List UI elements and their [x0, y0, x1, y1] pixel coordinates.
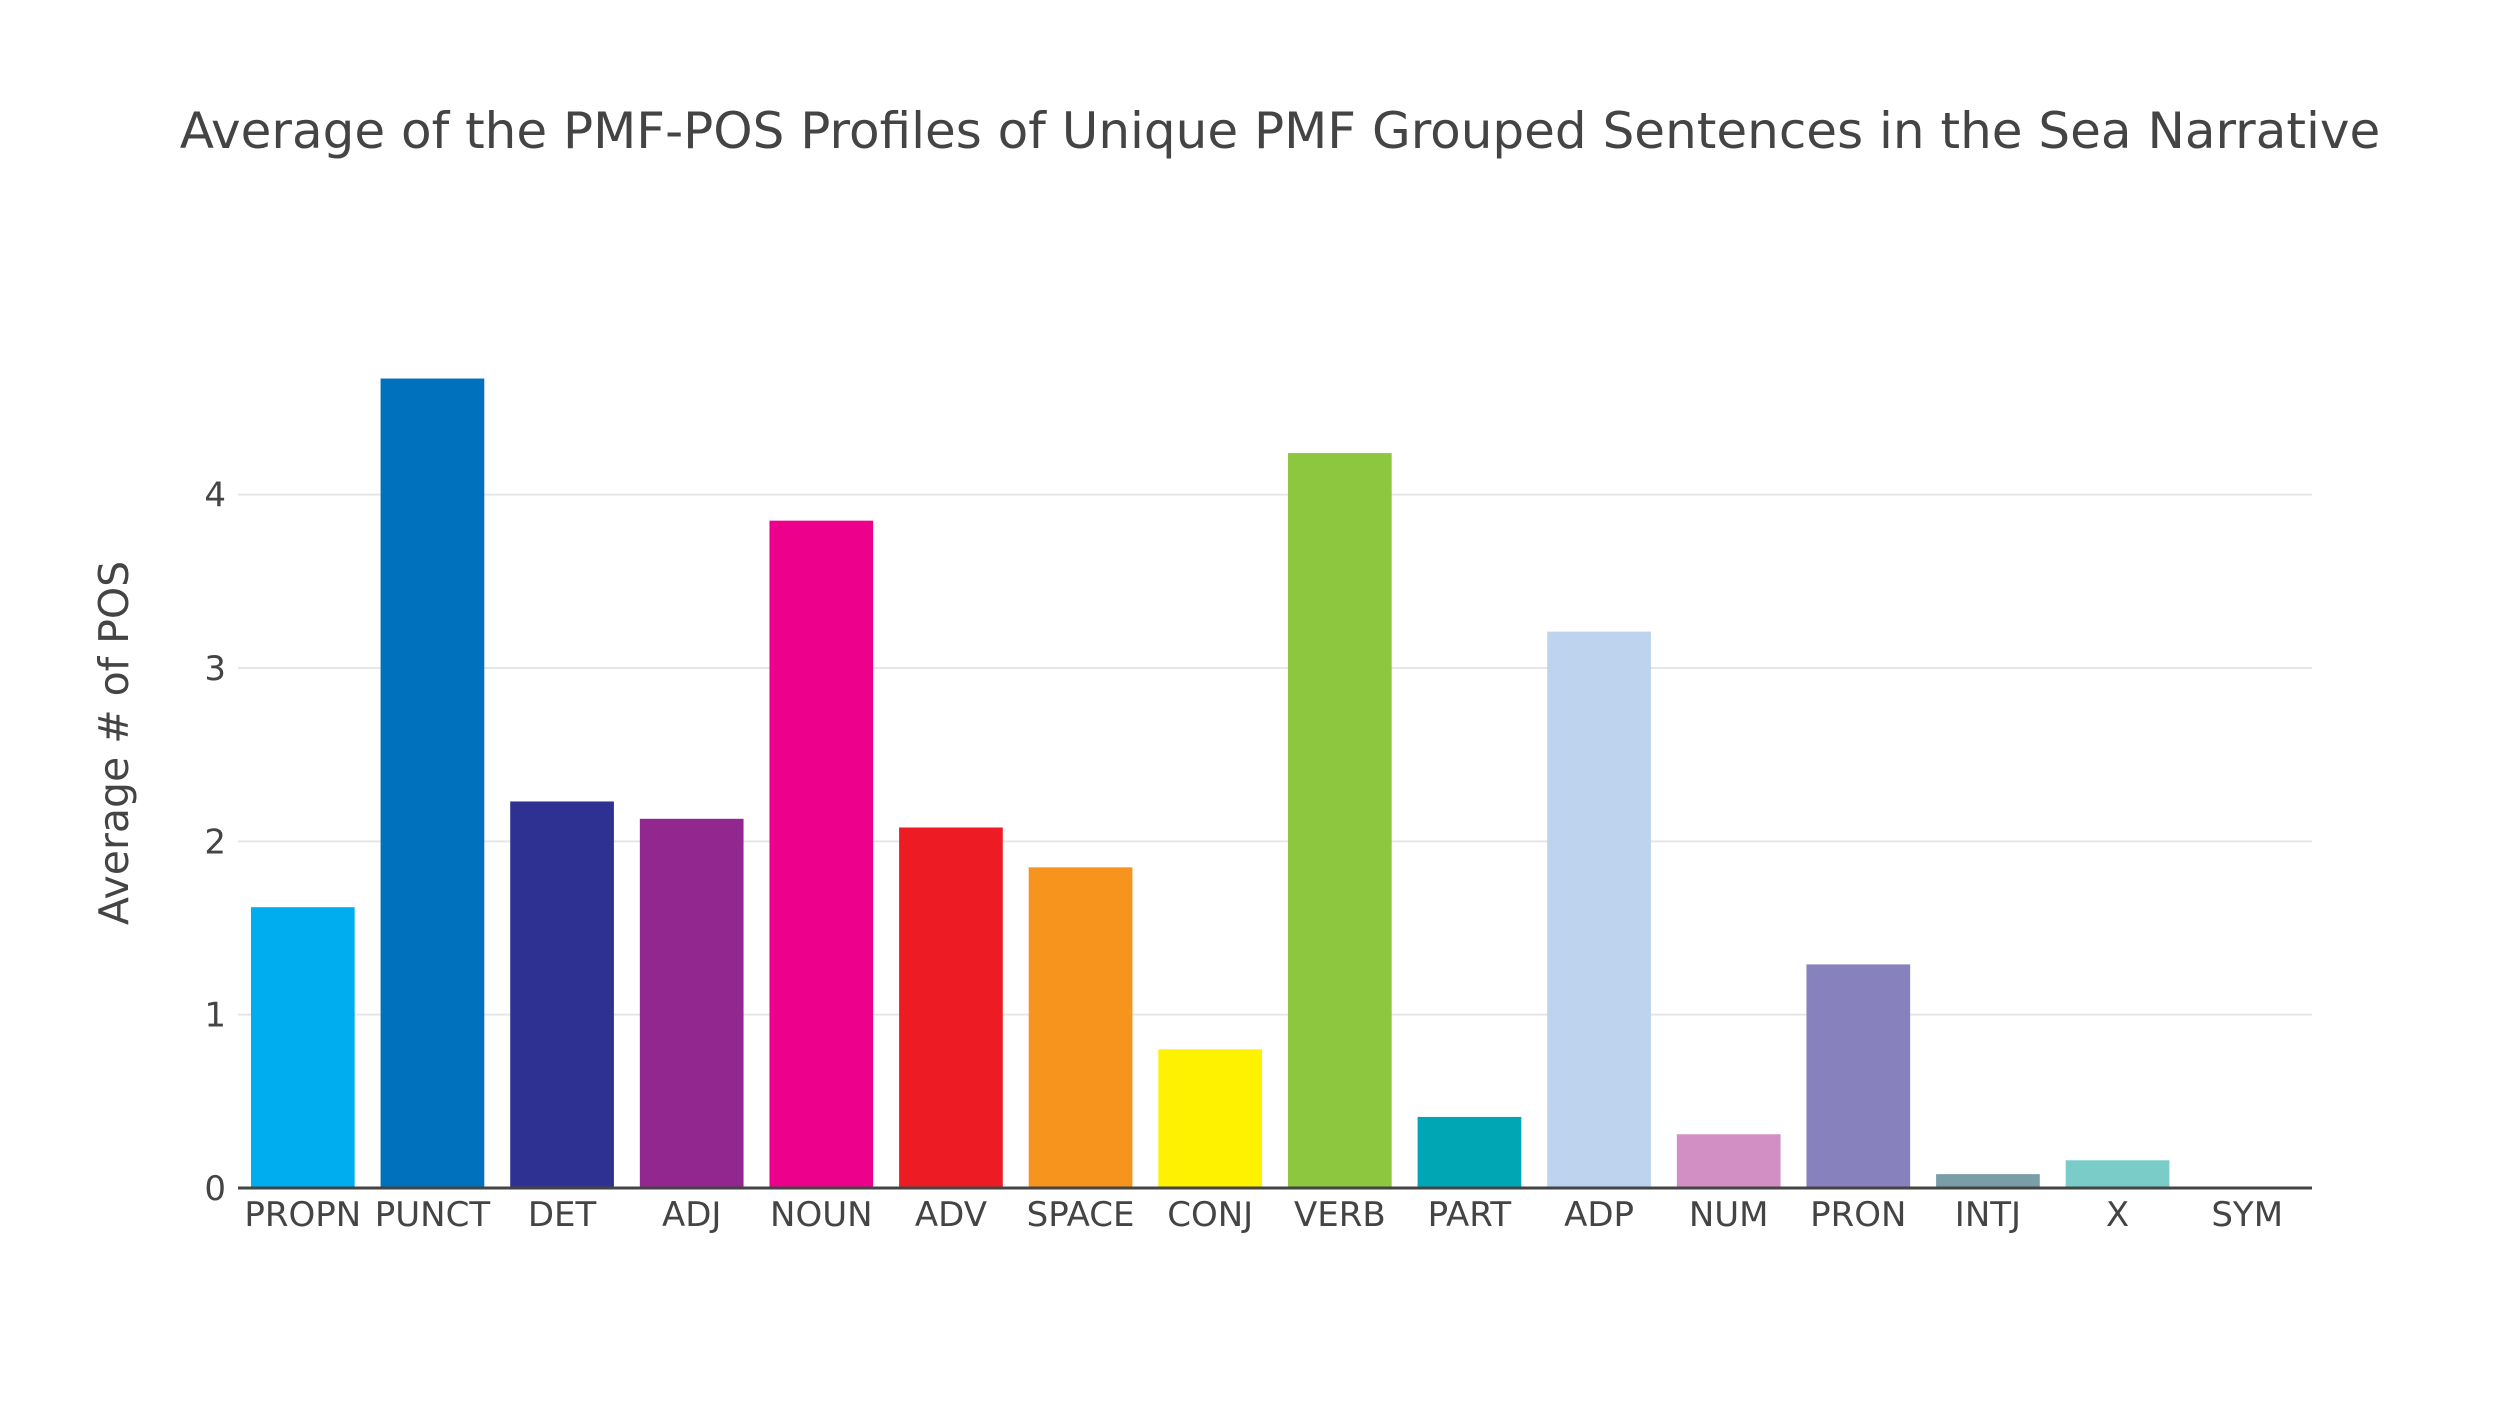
chart-title: Average of the PMF-POS Profiles of Uniqu…: [180, 102, 2380, 160]
bar-x: [2065, 1160, 2170, 1188]
y-axis-label: Average # of POS: [90, 561, 138, 925]
x-tick-label-adp: ADP: [1564, 1195, 1634, 1235]
x-tick-label-det: DET: [528, 1195, 597, 1235]
x-tick-label-noun: NOUN: [770, 1195, 873, 1235]
bar-punct: [380, 378, 485, 1188]
bar-part: [1417, 1116, 1522, 1188]
y-tick-label: 3: [204, 649, 226, 689]
x-tick-label-sym: SYM: [2211, 1195, 2283, 1235]
bar-adv: [899, 827, 1003, 1188]
y-tick-label: 4: [204, 476, 226, 516]
y-tick-labels: 0 1 2 3 4: [204, 476, 226, 1209]
y-tick-label: 2: [204, 822, 226, 862]
y-tick-label: 1: [204, 996, 226, 1036]
x-tick-label-punct: PUNCT: [375, 1195, 491, 1235]
x-tick-label-x: X: [2106, 1195, 2129, 1235]
bar-space: [1028, 867, 1133, 1188]
bar-intj: [1936, 1174, 2040, 1188]
bar-conj: [1158, 1049, 1263, 1188]
bar-adp: [1547, 631, 1651, 1188]
x-tick-label-propn: PROPN: [244, 1195, 361, 1235]
x-tick-label-pron: PRON: [1810, 1195, 1906, 1235]
x-tick-label-adv: ADV: [915, 1195, 987, 1235]
x-tick-label-part: PART: [1428, 1195, 1512, 1235]
x-tick-labels: PROPN PUNCT DET ADJ NOUN ADV SPACE CONJ VERB PART…: [244, 1195, 2283, 1235]
bar-num: [1676, 1134, 1781, 1188]
bar-noun: [769, 520, 874, 1188]
bars: [250, 378, 2170, 1189]
bar-pron: [1806, 964, 1911, 1188]
x-tick-label-verb: VERB: [1294, 1195, 1386, 1235]
y-tick-label: 0: [204, 1169, 226, 1209]
x-tick-label-space: SPACE: [1027, 1195, 1135, 1235]
bar-det: [510, 801, 614, 1188]
x-tick-label-conj: CONJ: [1167, 1195, 1253, 1235]
x-tick-label-adj: ADJ: [662, 1195, 721, 1235]
x-tick-label-num: NUM: [1689, 1195, 1769, 1235]
bar-verb: [1287, 453, 1392, 1189]
bar-propn: [250, 907, 355, 1188]
x-tick-label-intj: INTJ: [1955, 1195, 2021, 1235]
bar-adj: [639, 818, 744, 1188]
